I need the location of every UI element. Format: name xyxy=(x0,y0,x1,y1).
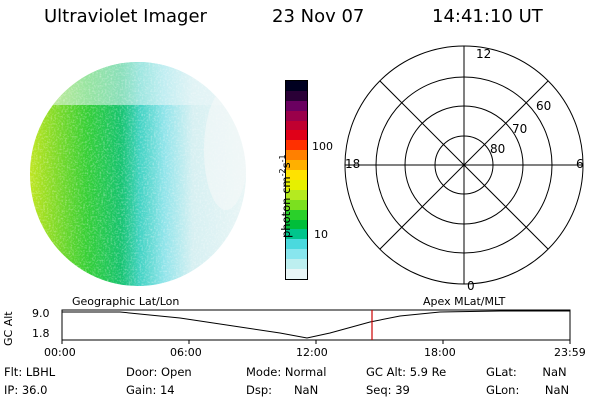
colorbar-segment xyxy=(286,100,307,111)
ip-label: IP: 36.0 xyxy=(4,383,48,397)
colorbar-segment xyxy=(286,239,307,250)
colorbar-segment xyxy=(286,140,307,151)
flt-label: Flt: LBHL xyxy=(4,365,56,379)
colorbar-segment xyxy=(286,90,307,101)
colorbar-segment xyxy=(286,160,307,171)
ytick-top: 9.0 xyxy=(32,307,50,320)
xtick-0600: 06:00 xyxy=(170,346,202,359)
colorbar-segment xyxy=(286,219,307,230)
time-label: 14:41:10 UT xyxy=(432,6,543,27)
timeline-ticks xyxy=(61,340,571,344)
altitude-curve xyxy=(62,310,570,339)
lat-label-70: 70 xyxy=(512,122,527,136)
lat-label-80: 80 xyxy=(490,142,505,156)
mlt-label-6: 6 xyxy=(576,157,584,171)
seq-label: Seq: 39 xyxy=(366,383,410,397)
colorbar-segment xyxy=(286,150,307,161)
colorbar-segment xyxy=(286,130,307,141)
lat-label-60: 60 xyxy=(536,99,551,113)
apex-mlat-title: Apex MLat/MLT xyxy=(423,295,506,308)
gain-label: Gain: 14 xyxy=(126,383,175,397)
colorbar-segment xyxy=(286,269,307,279)
timeline-frame xyxy=(61,309,571,341)
colorbar-tick-10: 10 xyxy=(314,228,328,241)
mlt-label-0: 0 xyxy=(467,279,475,293)
colorbar-tick-100: 100 xyxy=(312,140,333,153)
xtick-1200: 12:00 xyxy=(296,346,328,359)
instrument-title: Ultraviolet Imager xyxy=(44,6,207,27)
colorbar-segment xyxy=(286,229,307,240)
colorbar-segment xyxy=(286,179,307,190)
door-label: Door: Open xyxy=(126,365,192,379)
colorbar-segment xyxy=(286,110,307,121)
xtick-2359: 23:59 xyxy=(554,346,586,359)
colorbar-segment xyxy=(286,249,307,260)
date-label: 23 Nov 07 xyxy=(272,6,365,27)
glat-label: GLat: NaN xyxy=(486,365,567,379)
mlt-label-18: 18 xyxy=(345,157,360,171)
xtick-1800: 18:00 xyxy=(424,346,456,359)
xtick-0000: 00:00 xyxy=(44,346,76,359)
colorbar-segment xyxy=(286,120,307,131)
colorbar-segment xyxy=(286,209,307,220)
colorbar-segment xyxy=(286,189,307,200)
colorbar-segment xyxy=(286,259,307,270)
colorbar-segment xyxy=(286,170,307,180)
colorbar-segment xyxy=(286,80,307,91)
dsp-label: Dsp: NaN xyxy=(246,383,319,397)
gc-alt-label: GC Alt: 5.9 Re xyxy=(366,365,447,379)
colorbar-segment xyxy=(286,199,307,210)
mode-label: Mode: Normal xyxy=(246,365,327,379)
glon-label: GLon: NaN xyxy=(486,383,570,397)
colorbar xyxy=(285,80,308,280)
mlt-label-12: 12 xyxy=(476,47,491,61)
ytick-bottom: 1.8 xyxy=(32,327,50,340)
geo-latlon-title: Geographic Lat/Lon xyxy=(72,295,180,308)
polar-diagonal-2 xyxy=(379,80,549,250)
